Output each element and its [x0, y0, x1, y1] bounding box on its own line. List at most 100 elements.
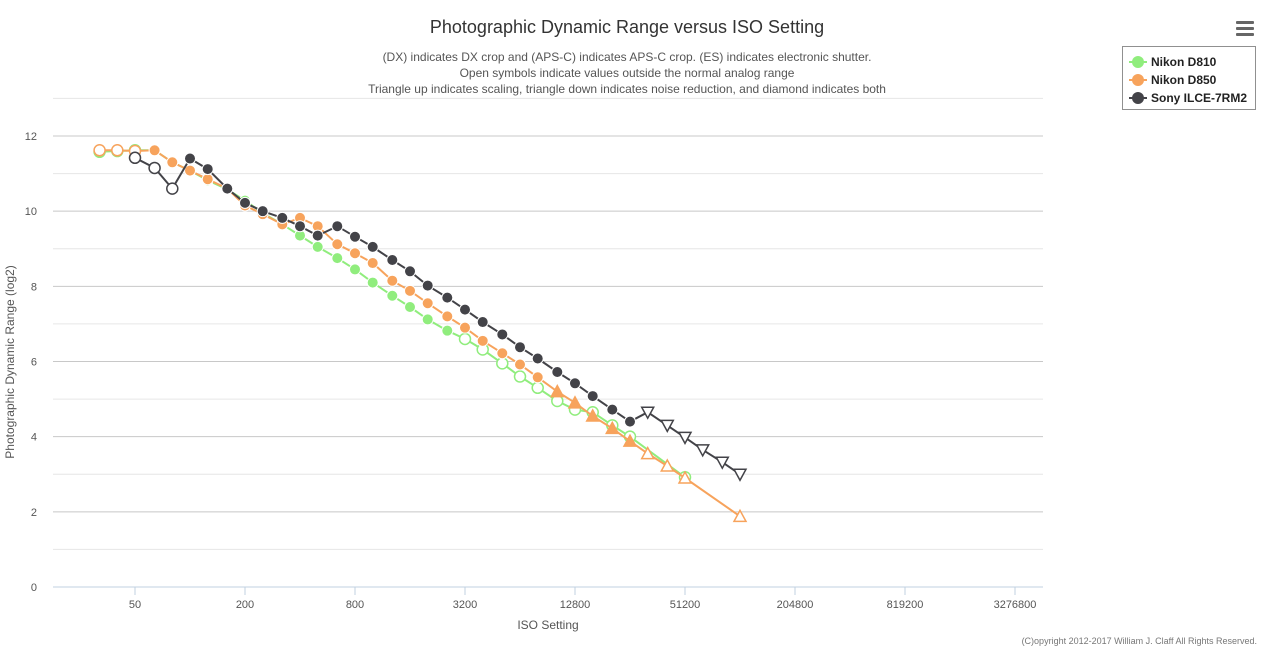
copyright-credit: (C)opyright 2012-2017 William J. Claff A…: [1022, 636, 1257, 646]
data-point[interactable]: [256, 205, 269, 218]
x-tick-label: 800: [346, 599, 364, 611]
data-point[interactable]: [569, 377, 581, 390]
data-point-triangle-down[interactable]: [732, 468, 748, 482]
data-point[interactable]: [441, 291, 454, 304]
chart-subtitle-line-2: Open symbols indicate values outside the…: [460, 66, 795, 80]
data-point[interactable]: [421, 313, 434, 326]
data-point[interactable]: [294, 220, 306, 233]
legend-marker-icon: [1129, 72, 1147, 88]
data-point[interactable]: [166, 182, 179, 195]
data-point-triangle-up[interactable]: [605, 420, 620, 435]
data-point[interactable]: [184, 152, 196, 165]
data-point[interactable]: [331, 252, 344, 265]
data-point-triangle-up[interactable]: [622, 433, 638, 447]
data-point[interactable]: [459, 321, 471, 334]
data-point-triangle-down[interactable]: [715, 456, 730, 470]
data-point[interactable]: [404, 301, 416, 314]
data-point-triangle-up[interactable]: [567, 395, 583, 409]
data-point[interactable]: [624, 415, 636, 428]
legend-item-sony-ilce-7rm2[interactable]: Sony ILCE-7RM2: [1129, 90, 1247, 106]
data-point[interactable]: [366, 240, 379, 253]
data-point[interactable]: [531, 352, 544, 365]
legend-marker-icon: [1129, 90, 1147, 106]
data-point[interactable]: [421, 279, 434, 292]
data-point-triangle-up[interactable]: [640, 446, 655, 460]
data-point-triangle-up[interactable]: [660, 458, 675, 472]
x-axis-label: ISO Setting: [517, 618, 578, 632]
data-point[interactable]: [514, 358, 526, 371]
data-point[interactable]: [386, 274, 399, 287]
series-line: [99, 149, 686, 479]
data-point[interactable]: [366, 257, 379, 270]
chart-title: Photographic Dynamic Range versus ISO Se…: [430, 17, 824, 37]
data-point-triangle-down[interactable]: [695, 444, 710, 458]
data-point-triangle-down[interactable]: [660, 419, 675, 433]
series-nikon-d810[interactable]: [93, 144, 692, 484]
data-point[interactable]: [606, 403, 619, 416]
data-point[interactable]: [239, 196, 251, 209]
data-point[interactable]: [458, 332, 472, 346]
data-point-triangle-up[interactable]: [677, 470, 693, 484]
chart-subtitle-line-3: Triangle up indicates scaling, triangle …: [368, 82, 886, 96]
y-axis-label: Photographic Dynamic Range (log2): [3, 265, 17, 458]
y-tick-label: 2: [31, 507, 37, 519]
data-point[interactable]: [551, 366, 564, 379]
data-point[interactable]: [366, 276, 379, 289]
x-tick-label: 3276800: [994, 599, 1037, 611]
data-point[interactable]: [93, 144, 106, 157]
data-point-triangle-up[interactable]: [585, 408, 600, 422]
y-tick-label: 10: [25, 206, 37, 218]
data-point[interactable]: [531, 381, 544, 395]
data-point-triangle-down[interactable]: [640, 406, 655, 420]
data-point[interactable]: [148, 144, 161, 157]
data-point-triangle-down[interactable]: [677, 431, 693, 445]
data-point[interactable]: [441, 324, 454, 337]
data-point[interactable]: [221, 182, 234, 195]
data-point[interactable]: [331, 220, 344, 233]
data-point[interactable]: [201, 173, 214, 186]
chart-legend: Nikon D810 Nikon D850 Sony ILCE-7RM2: [1122, 46, 1256, 110]
data-point[interactable]: [184, 164, 196, 177]
data-point[interactable]: [476, 334, 489, 347]
data-point[interactable]: [276, 211, 289, 224]
legend-item-nikon-d850[interactable]: Nikon D850: [1129, 72, 1216, 88]
data-point[interactable]: [311, 229, 324, 242]
data-point[interactable]: [531, 371, 544, 384]
data-point[interactable]: [496, 357, 509, 370]
data-point[interactable]: [349, 263, 361, 276]
data-point[interactable]: [349, 230, 361, 243]
data-point[interactable]: [514, 341, 526, 354]
data-point[interactable]: [459, 303, 471, 316]
data-point[interactable]: [166, 156, 179, 169]
chart-menu-button[interactable]: [1232, 18, 1258, 40]
data-point[interactable]: [404, 265, 416, 278]
data-point[interactable]: [311, 240, 324, 253]
data-point[interactable]: [421, 297, 434, 310]
data-point[interactable]: [148, 161, 161, 175]
data-point[interactable]: [586, 390, 599, 403]
grid-lines: [53, 97, 1043, 588]
data-point[interactable]: [513, 370, 527, 383]
data-point-triangle-up[interactable]: [732, 508, 748, 523]
data-point[interactable]: [476, 316, 489, 329]
data-point[interactable]: [331, 238, 344, 251]
data-point[interactable]: [349, 247, 361, 260]
data-point[interactable]: [496, 347, 509, 360]
legend-label: Nikon D850: [1151, 73, 1217, 87]
data-point[interactable]: [201, 163, 214, 176]
y-axis-ticks: 0 2 4 6 8 10 12: [25, 131, 37, 594]
data-point[interactable]: [111, 144, 124, 157]
data-point[interactable]: [441, 310, 454, 323]
data-point[interactable]: [496, 328, 509, 341]
data-point[interactable]: [404, 284, 416, 297]
data-point[interactable]: [386, 289, 399, 302]
legend-item-nikon-d810[interactable]: Nikon D810: [1129, 54, 1216, 70]
data-point-triangle-up[interactable]: [550, 384, 565, 398]
series-sony-ilce-7rm2[interactable]: [128, 151, 748, 482]
data-point[interactable]: [128, 151, 142, 165]
y-tick-label: 8: [31, 281, 37, 293]
chart-subtitle-line-1: (DX) indicates DX crop and (APS-C) indic…: [383, 50, 872, 64]
data-point[interactable]: [386, 254, 399, 267]
x-tick-label: 12800: [560, 599, 591, 611]
series-nikon-d850[interactable]: [93, 144, 748, 523]
